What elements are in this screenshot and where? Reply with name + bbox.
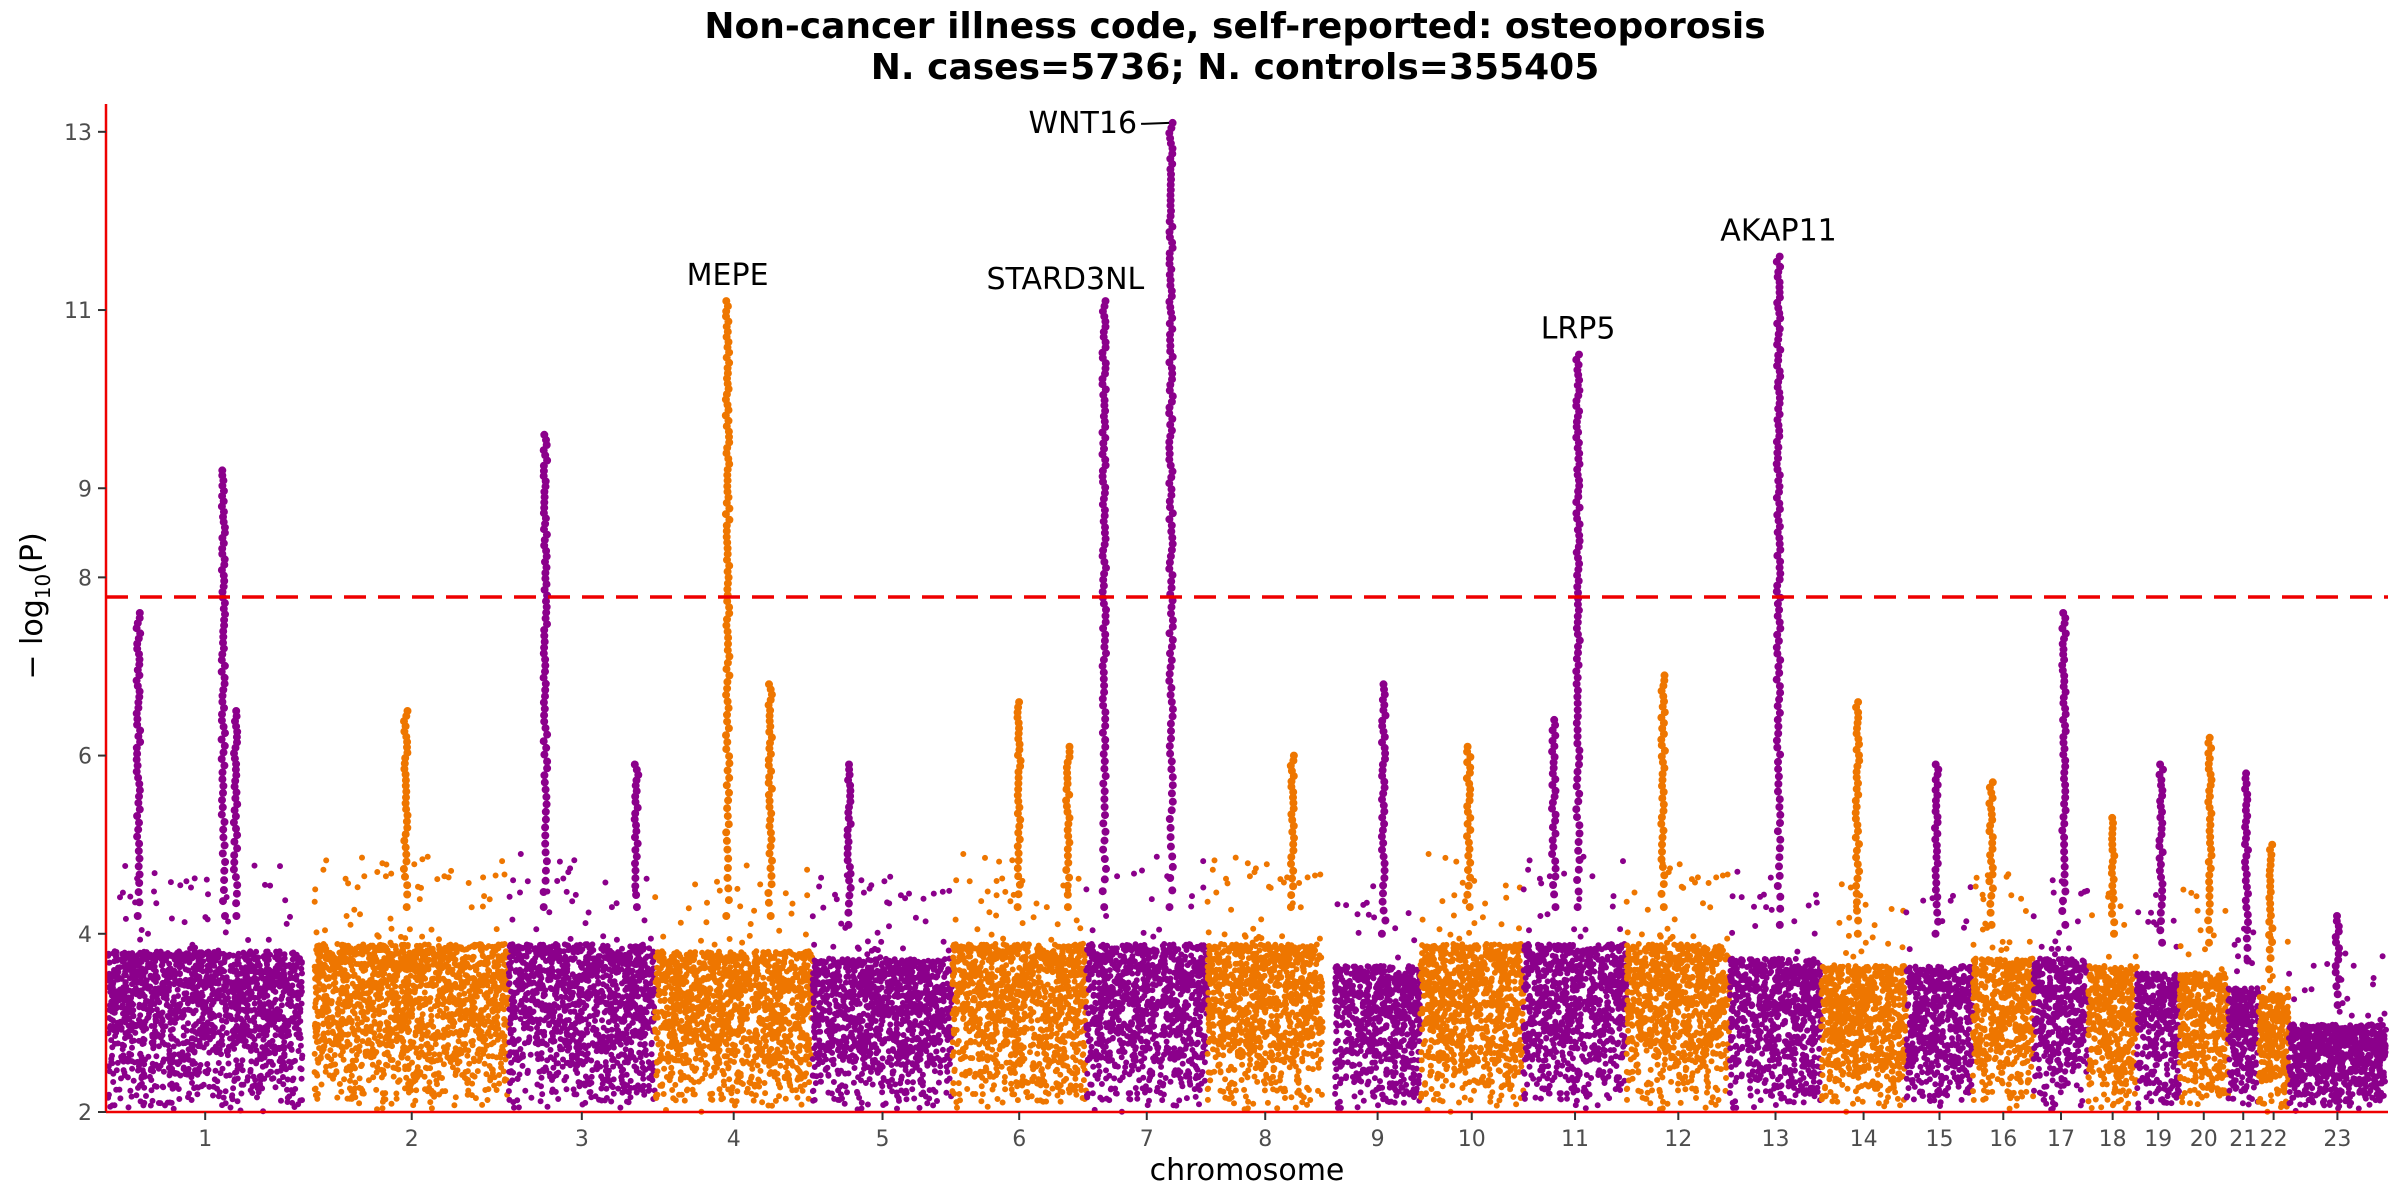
peak-points-chr2-0 xyxy=(399,707,412,912)
x-tick-label: 14 xyxy=(1850,1127,1878,1152)
chart-title-block: Non-cancer illness code, self-reported: … xyxy=(70,6,2400,88)
gene-label-mepe: MEPE xyxy=(687,258,769,293)
peak-points-chr18-0 xyxy=(2107,813,2119,938)
y-tick-label: 11 xyxy=(64,299,92,324)
chromosome-points-16 xyxy=(1969,871,2037,1112)
peak-points-chr3-1 xyxy=(630,760,643,912)
peak-points-chr12-0 xyxy=(1657,671,1669,912)
x-tick-label: 20 xyxy=(2190,1127,2218,1152)
peak-points-chr19-0 xyxy=(2155,760,2167,947)
x-tick-label: 18 xyxy=(2099,1127,2127,1152)
peak-points-chr8-0 xyxy=(1286,751,1298,912)
labels-layer: WNT16 MEPE STARD3NL AKAP11 LRP5 xyxy=(687,106,1837,347)
y-tick-label: 2 xyxy=(78,1101,92,1126)
x-tick-label: 10 xyxy=(1458,1127,1486,1152)
y-tick-label: 13 xyxy=(64,121,92,146)
peak-points-chr23-0 xyxy=(2331,912,2343,1010)
gene-label-lrp5: LRP5 xyxy=(1541,312,1616,347)
x-tick-label: 15 xyxy=(1926,1127,1954,1152)
gene-label-wnt16: WNT16 xyxy=(1028,106,1137,141)
chromosome-points-7 xyxy=(1083,853,1211,1115)
x-tick-label: 7 xyxy=(1140,1127,1154,1152)
x-tick-label: 8 xyxy=(1258,1127,1272,1152)
chromosome-points-18 xyxy=(2085,890,2140,1111)
x-tick-label: 6 xyxy=(1012,1127,1026,1152)
x-axis-title: chromosome xyxy=(1150,1153,1345,1188)
x-tick-label: 4 xyxy=(727,1127,741,1152)
chromosome-points-12 xyxy=(1623,860,1733,1113)
peak-points-chr7-0 xyxy=(1098,297,1110,912)
peak-points-chr13-0 xyxy=(1772,252,1785,929)
chromosome-points-21 xyxy=(2225,925,2262,1108)
chromosome-points-9 xyxy=(1332,883,1423,1111)
peak-points-chr6-0 xyxy=(1013,698,1025,912)
chromosome-points-23 xyxy=(2286,950,2389,1114)
label-leader-wnt16 xyxy=(1141,121,1170,125)
peak-points-chr3-0 xyxy=(539,430,552,912)
x-tick-label: 23 xyxy=(2323,1127,2351,1152)
x-tick-label: 5 xyxy=(876,1127,890,1152)
chromosome-points-4 xyxy=(652,862,816,1115)
peak-points-chr1-0 xyxy=(132,609,145,920)
peak-points-chr11-1 xyxy=(1548,715,1560,912)
x-tick-label: 17 xyxy=(2047,1127,2075,1152)
chromosome-points-2 xyxy=(311,853,512,1113)
y-axis-title: − log10(P) xyxy=(15,532,55,679)
x-tick-label: 13 xyxy=(1761,1127,1789,1152)
chromosome-points-8 xyxy=(1204,854,1326,1113)
peak-points-chr22-0 xyxy=(2265,840,2277,974)
chromosome-points-1 xyxy=(105,862,306,1115)
peak-points-chr9-0 xyxy=(1377,680,1390,938)
chromosome-points-6 xyxy=(949,851,1089,1111)
peak-points-chr4-1 xyxy=(764,680,776,920)
peak-points-chr1-2 xyxy=(229,707,242,920)
x-tick-label: 2 xyxy=(405,1127,419,1152)
chromosome-points-20 xyxy=(2176,886,2231,1108)
y-tick-label: 6 xyxy=(78,745,92,770)
chromosome-points-13 xyxy=(1726,868,1824,1111)
chromosome-points-17 xyxy=(2030,877,2091,1113)
x-tick-label: 1 xyxy=(198,1127,212,1152)
peak-points-chr21-0 xyxy=(2241,769,2252,965)
peak-points-chr20-0 xyxy=(2204,733,2216,947)
x-tick-label: 11 xyxy=(1561,1127,1589,1152)
peak-points-chr5-0 xyxy=(843,760,855,929)
peak-points-chr7-1 xyxy=(1165,118,1177,912)
peak-points-chr10-0 xyxy=(1462,742,1475,912)
peak-points-chr11-0 xyxy=(1572,350,1584,912)
peak-points-chr17-0 xyxy=(2058,609,2070,929)
x-tick-label: 22 xyxy=(2260,1127,2288,1152)
gene-label-stard3nl: STARD3NL xyxy=(986,262,1144,297)
x-tick-label: 21 xyxy=(2229,1127,2257,1152)
y-tick-label: 4 xyxy=(78,923,92,948)
x-tick-label: 19 xyxy=(2144,1127,2172,1152)
points-layer xyxy=(105,118,2389,1115)
x-tick-label: 9 xyxy=(1371,1127,1385,1152)
chromosome-points-3 xyxy=(505,851,658,1111)
chart-subtitle: N. cases=5736; N. controls=355405 xyxy=(870,47,1600,88)
chromosome-points-10 xyxy=(1417,851,1527,1115)
chart-title: Non-cancer illness code, self-reported: … xyxy=(704,6,1766,47)
x-tick-label: 16 xyxy=(1989,1127,2017,1152)
chromosome-points-11 xyxy=(1520,853,1630,1112)
gene-label-akap11: AKAP11 xyxy=(1720,214,1836,249)
y-tick-label: 9 xyxy=(78,477,92,502)
peak-points-chr16-0 xyxy=(1985,778,1997,929)
x-tick-label: 12 xyxy=(1664,1127,1692,1152)
chromosome-points-14 xyxy=(1818,881,1910,1115)
peak-points-chr4-0 xyxy=(721,297,734,920)
y-tick-label: 8 xyxy=(78,566,92,591)
peak-points-chr14-0 xyxy=(1851,698,1864,938)
x-tick-label: 3 xyxy=(575,1127,589,1152)
peak-points-chr1-1 xyxy=(217,466,230,920)
peak-points-chr6-1 xyxy=(1062,742,1074,912)
chromosome-points-15 xyxy=(1903,884,1976,1109)
peak-points-chr15-0 xyxy=(1931,760,1943,938)
chromosome-points-5 xyxy=(809,872,956,1113)
